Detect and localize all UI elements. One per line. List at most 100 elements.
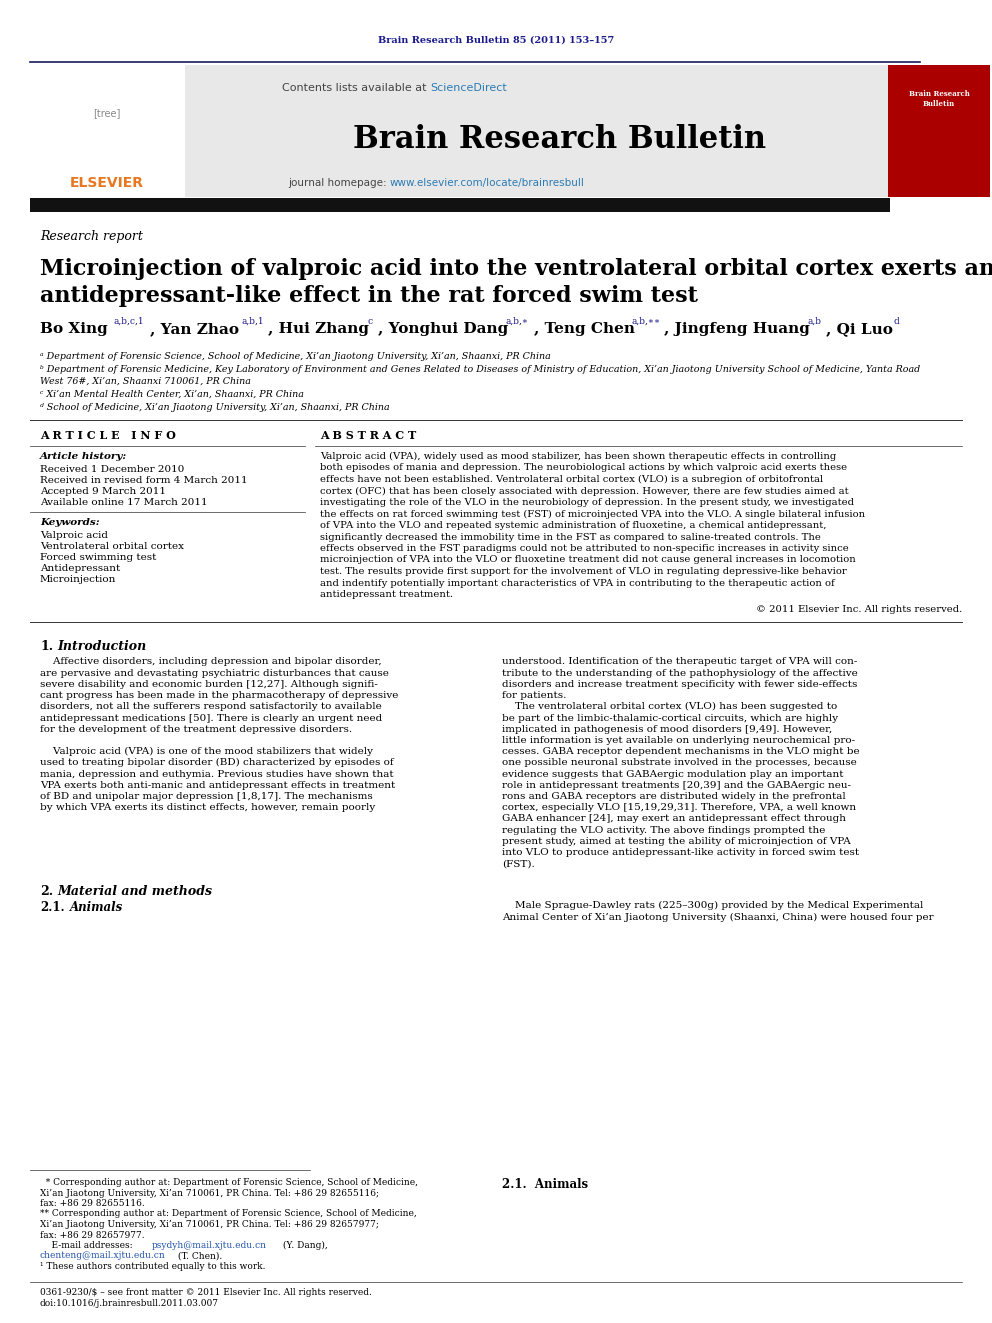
- Text: of BD and unipolar major depression [1,8,17]. The mechanisms: of BD and unipolar major depression [1,8…: [40, 792, 373, 800]
- Text: Bulletin: Bulletin: [923, 101, 955, 108]
- Text: VPA exerts both anti-manic and antidepressant effects in treatment: VPA exerts both anti-manic and antidepre…: [40, 781, 395, 790]
- Text: , Qi Luo: , Qi Luo: [826, 321, 893, 336]
- Text: , Hui Zhang: , Hui Zhang: [268, 321, 369, 336]
- Bar: [30, 198, 890, 212]
- Text: , Yan Zhao: , Yan Zhao: [150, 321, 239, 336]
- Text: ᵇ Department of Forensic Medicine, Key Laboratory of Environment and Genes Relat: ᵇ Department of Forensic Medicine, Key L…: [40, 365, 921, 374]
- Text: regulating the VLO activity. The above findings prompted the: regulating the VLO activity. The above f…: [502, 826, 825, 835]
- Text: ᵈ School of Medicine, Xi’an Jiaotong University, Xi’an, Shaanxi, PR China: ᵈ School of Medicine, Xi’an Jiaotong Uni…: [40, 404, 390, 411]
- Text: 1.: 1.: [40, 639, 54, 652]
- Text: Xi’an Jiaotong University, Xi’an 710061, PR China. Tel: +86 29 82657977;: Xi’an Jiaotong University, Xi’an 710061,…: [40, 1220, 379, 1229]
- Text: cant progress has been made in the pharmacotherapy of depressive: cant progress has been made in the pharm…: [40, 691, 399, 700]
- Text: used to treating bipolar disorder (BD) characterized by episodes of: used to treating bipolar disorder (BD) c…: [40, 758, 394, 767]
- Text: effects observed in the FST paradigms could not be attributed to non-specific in: effects observed in the FST paradigms co…: [320, 544, 849, 553]
- Text: West 76#, Xi’an, Shaanxi 710061, PR China: West 76#, Xi’an, Shaanxi 710061, PR Chin…: [40, 377, 251, 386]
- Text: effects have not been established. Ventrolateral orbital cortex (VLO) is a subre: effects have not been established. Ventr…: [320, 475, 823, 484]
- Text: ScienceDirect: ScienceDirect: [430, 83, 507, 93]
- Text: one possible neuronal substrate involved in the processes, because: one possible neuronal substrate involved…: [502, 758, 857, 767]
- Text: ** Corresponding author at: Department of Forensic Science, School of Medicine,: ** Corresponding author at: Department o…: [40, 1209, 417, 1218]
- Text: psydyh@mail.xjtu.edu.cn: psydyh@mail.xjtu.edu.cn: [152, 1241, 267, 1250]
- Text: mania, depression and euthymia. Previous studies have shown that: mania, depression and euthymia. Previous…: [40, 770, 394, 778]
- Text: significantly decreased the immobility time in the FST as compared to saline-tre: significantly decreased the immobility t…: [320, 532, 820, 541]
- Text: cesses. GABA receptor dependent mechanisms in the VLO might be: cesses. GABA receptor dependent mechanis…: [502, 747, 860, 757]
- Text: present study, aimed at testing the ability of microinjection of VPA: present study, aimed at testing the abil…: [502, 836, 851, 845]
- Text: Affective disorders, including depression and bipolar disorder,: Affective disorders, including depressio…: [40, 658, 382, 667]
- Text: , Yonghui Dang: , Yonghui Dang: [378, 321, 508, 336]
- Text: ¹ These authors contributed equally to this work.: ¹ These authors contributed equally to t…: [40, 1262, 266, 1271]
- Text: GABA enhancer [24], may exert an antidepressant effect through: GABA enhancer [24], may exert an antidep…: [502, 814, 846, 823]
- Text: Bo Xing: Bo Xing: [40, 321, 108, 336]
- Text: © 2011 Elsevier Inc. All rights reserved.: © 2011 Elsevier Inc. All rights reserved…: [756, 606, 962, 614]
- Text: Research report: Research report: [40, 230, 143, 243]
- Text: [tree]: [tree]: [93, 108, 121, 118]
- Text: antidepressant-like effect in the rat forced swim test: antidepressant-like effect in the rat fo…: [40, 284, 698, 307]
- Text: cortex (OFC) that has been closely associated with depression. However, there ar: cortex (OFC) that has been closely assoc…: [320, 487, 848, 496]
- Text: www.elsevier.com/locate/brainresbull: www.elsevier.com/locate/brainresbull: [390, 179, 585, 188]
- Text: for patients.: for patients.: [502, 691, 566, 700]
- Text: severe disability and economic burden [12,27]. Although signifi-: severe disability and economic burden [1…: [40, 680, 378, 689]
- Text: (Y. Dang),: (Y. Dang),: [280, 1241, 327, 1250]
- Text: 2.1.  Animals: 2.1. Animals: [502, 1177, 588, 1191]
- Text: test. The results provide first support for the involvement of VLO in regulating: test. The results provide first support …: [320, 568, 847, 576]
- Text: Received 1 December 2010: Received 1 December 2010: [40, 464, 185, 474]
- Text: 0361-9230/$ – see front matter © 2011 Elsevier Inc. All rights reserved.: 0361-9230/$ – see front matter © 2011 El…: [40, 1289, 372, 1297]
- Text: Antidepressant: Antidepressant: [40, 564, 120, 573]
- Text: Available online 17 March 2011: Available online 17 March 2011: [40, 497, 207, 507]
- Text: Microinjection of valproic acid into the ventrolateral orbital cortex exerts an: Microinjection of valproic acid into the…: [40, 258, 992, 280]
- Text: Contents lists available at: Contents lists available at: [282, 83, 430, 93]
- Text: understood. Identification of the therapeutic target of VPA will con-: understood. Identification of the therap…: [502, 658, 857, 667]
- Text: cortex, especially VLO [15,19,29,31]. Therefore, VPA, a well known: cortex, especially VLO [15,19,29,31]. Th…: [502, 803, 856, 812]
- Text: Microinjection: Microinjection: [40, 576, 116, 583]
- Text: journal homepage:: journal homepage:: [288, 179, 390, 188]
- Text: Keywords:: Keywords:: [40, 519, 99, 527]
- Text: (FST).: (FST).: [502, 859, 535, 868]
- Text: Material and methods: Material and methods: [57, 885, 212, 898]
- Text: Valproic acid (VPA), widely used as mood stabilizer, has been shown therapeutic : Valproic acid (VPA), widely used as mood…: [320, 452, 836, 462]
- Text: Animal Center of Xi’an Jiaotong University (Shaanxi, China) were housed four per: Animal Center of Xi’an Jiaotong Universi…: [502, 913, 933, 922]
- Text: ELSEVIER: ELSEVIER: [70, 176, 144, 191]
- Text: are pervasive and devastating psychiatric disturbances that cause: are pervasive and devastating psychiatri…: [40, 668, 389, 677]
- Text: Male Sprague-Dawley rats (225–300g) provided by the Medical Experimental: Male Sprague-Dawley rats (225–300g) prov…: [502, 901, 924, 910]
- Text: Accepted 9 March 2011: Accepted 9 March 2011: [40, 487, 166, 496]
- Text: doi:10.1016/j.brainresbull.2011.03.007: doi:10.1016/j.brainresbull.2011.03.007: [40, 1299, 219, 1308]
- Text: A B S T R A C T: A B S T R A C T: [320, 430, 417, 441]
- Text: * Corresponding author at: Department of Forensic Science, School of Medicine,: * Corresponding author at: Department of…: [40, 1177, 418, 1187]
- Text: Brain Research: Brain Research: [909, 90, 969, 98]
- Text: antidepressant medications [50]. There is clearly an urgent need: antidepressant medications [50]. There i…: [40, 713, 382, 722]
- Text: both episodes of mania and depression. The neurobiological actions by which valp: both episodes of mania and depression. T…: [320, 463, 847, 472]
- Text: and indentify potentially important characteristics of VPA in contributing to th: and indentify potentially important char…: [320, 578, 834, 587]
- Text: rons and GABA receptors are distributed widely in the prefrontal: rons and GABA receptors are distributed …: [502, 792, 846, 800]
- Text: into VLO to produce antidepressant-like activity in forced swim test: into VLO to produce antidepressant-like …: [502, 848, 859, 857]
- Text: Introduction: Introduction: [57, 639, 146, 652]
- Text: ᵃ Department of Forensic Science, School of Medicine, Xi’an Jiaotong University,: ᵃ Department of Forensic Science, School…: [40, 352, 551, 361]
- Text: ᶜ Xi’an Mental Health Center, Xi’an, Shaanxi, PR China: ᶜ Xi’an Mental Health Center, Xi’an, Sha…: [40, 390, 304, 400]
- Text: a,b,c,1: a,b,c,1: [113, 318, 144, 325]
- Text: of VPA into the VLO and repeated systemic administration of fluoxetine, a chemic: of VPA into the VLO and repeated systemi…: [320, 521, 826, 531]
- Text: A R T I C L E   I N F O: A R T I C L E I N F O: [40, 430, 176, 441]
- Text: a,b,∗∗: a,b,∗∗: [632, 318, 661, 325]
- Text: antidepressant treatment.: antidepressant treatment.: [320, 590, 453, 599]
- Text: disorders, not all the sufferers respond satisfactorily to available: disorders, not all the sufferers respond…: [40, 703, 382, 712]
- Text: Received in revised form 4 March 2011: Received in revised form 4 March 2011: [40, 476, 248, 486]
- Text: Xi’an Jiaotong University, Xi’an 710061, PR China. Tel: +86 29 82655116;: Xi’an Jiaotong University, Xi’an 710061,…: [40, 1188, 379, 1197]
- Text: tribute to the understanding of the pathophysiology of the affective: tribute to the understanding of the path…: [502, 668, 858, 677]
- Text: , Teng Chen: , Teng Chen: [534, 321, 635, 336]
- Text: little information is yet available on underlying neurochemical pro-: little information is yet available on u…: [502, 736, 855, 745]
- Text: the effects on rat forced swimming test (FST) of microinjected VPA into the VLO.: the effects on rat forced swimming test …: [320, 509, 865, 519]
- Text: Ventrolateral orbital cortex: Ventrolateral orbital cortex: [40, 542, 184, 550]
- Text: Valproic acid (VPA) is one of the mood stabilizers that widely: Valproic acid (VPA) is one of the mood s…: [40, 747, 373, 757]
- Bar: [30, 65, 890, 197]
- Text: a,b: a,b: [808, 318, 822, 325]
- Bar: [888, 65, 990, 197]
- Text: evidence suggests that GABAergic modulation play an important: evidence suggests that GABAergic modulat…: [502, 770, 843, 778]
- Text: The ventrolateral orbital cortex (VLO) has been suggested to: The ventrolateral orbital cortex (VLO) h…: [502, 703, 837, 712]
- Text: for the development of the treatment depressive disorders.: for the development of the treatment dep…: [40, 725, 352, 734]
- Text: , Jingfeng Huang: , Jingfeng Huang: [664, 321, 809, 336]
- Text: disorders and increase treatment specificity with fewer side-effects: disorders and increase treatment specifi…: [502, 680, 857, 689]
- Text: microinjection of VPA into the VLO or fluoxetine treatment did not cause general: microinjection of VPA into the VLO or fl…: [320, 556, 856, 565]
- Text: d: d: [893, 318, 899, 325]
- Text: Brain Research Bulletin: Brain Research Bulletin: [353, 124, 767, 156]
- Bar: [30, 65, 185, 197]
- Text: Brain Research Bulletin 85 (2011) 153–157: Brain Research Bulletin 85 (2011) 153–15…: [378, 36, 614, 45]
- Text: Valproic acid: Valproic acid: [40, 531, 108, 540]
